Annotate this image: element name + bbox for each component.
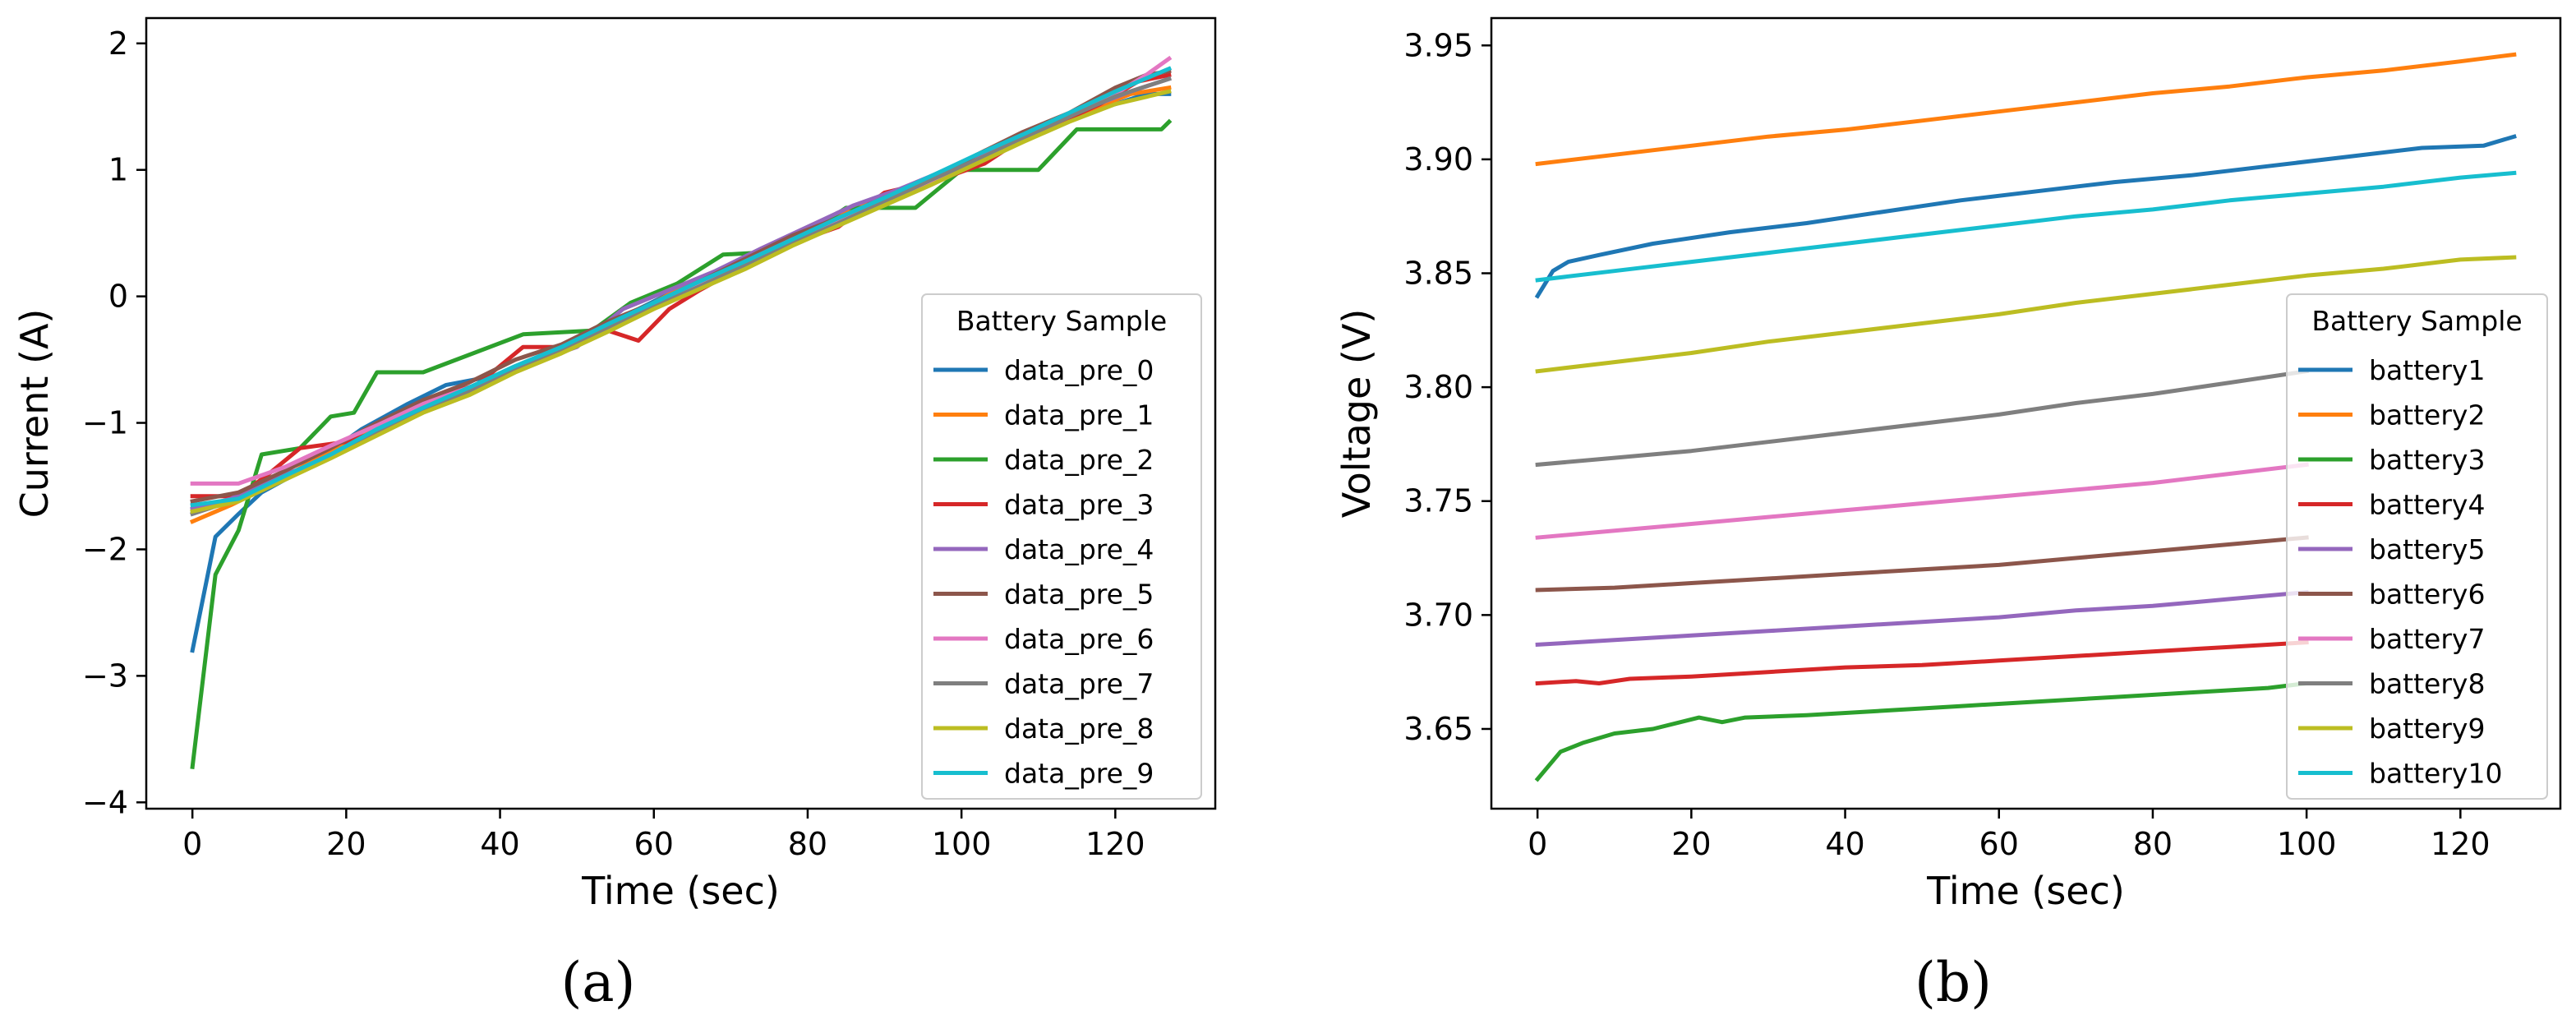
y-tick-label: −4	[82, 784, 128, 820]
y-tick-label: 3.70	[1403, 597, 1473, 633]
y-axis-label-a: Current (A)	[12, 309, 57, 519]
y-tick-label: 3.75	[1403, 483, 1473, 519]
axis-ticks-a: 0 20 40 60 80 100 120 −4 −3 −2 −1 0 1 2	[82, 25, 1145, 862]
axis-ticks-b: 0 20 40 60 80 100 120 3.65 3.70 3.75 3.80 3.85 3.90 3…	[1403, 27, 2490, 862]
series-lines-b	[1534, 52, 2517, 782]
legend-label-battery6: battery6	[2369, 579, 2485, 611]
series-lines-a	[189, 55, 1173, 769]
series-line-battery5	[1535, 589, 2309, 648]
legend-label-battery3: battery3	[2369, 444, 2485, 476]
y-tick-label: 3.65	[1403, 711, 1473, 747]
series-line-battery3	[1534, 680, 2309, 782]
series-line-data_pre_2	[190, 118, 1173, 769]
series-line-battery2	[1535, 52, 2517, 167]
legend-label-battery10: battery10	[2369, 758, 2502, 790]
x-tick-label: 100	[2277, 826, 2337, 862]
y-tick-label: 2	[108, 25, 128, 62]
x-tick-label: 100	[932, 826, 992, 862]
x-tick-label: 60	[1979, 826, 2019, 862]
legend-label-battery2: battery2	[2369, 399, 2485, 431]
series-line-data_pre_9	[190, 66, 1173, 508]
legend-label-battery1: battery1	[2369, 354, 2485, 386]
legend-label-data_pre_4: data_pre_4	[1004, 533, 1154, 565]
legend-box-a	[921, 293, 1202, 800]
x-tick-label: 0	[182, 826, 202, 862]
x-tick-label: 0	[1528, 826, 1547, 862]
y-tick-label: 3.80	[1403, 369, 1473, 405]
chart-panel-b: 0 20 40 60 80 100 120 3.65 3.70 3.75 3.80 3.85 3.90 3…	[1334, 16, 2562, 1014]
x-tick-label: 40	[1825, 826, 1864, 862]
caption-b: (b)	[1915, 951, 1992, 1014]
legend-title-b: Battery Sample	[2311, 305, 2522, 337]
legend-label-battery4: battery4	[2369, 489, 2485, 521]
x-tick-label: 20	[326, 826, 366, 862]
legend-label-data_pre_1: data_pre_1	[1004, 399, 1154, 431]
legend-title-a: Battery Sample	[956, 305, 1167, 337]
legend-label-data_pre_7: data_pre_7	[1004, 668, 1154, 700]
legend-label-battery8: battery8	[2369, 668, 2485, 700]
y-tick-label: 3.85	[1403, 256, 1473, 292]
y-tick-label: 3.95	[1403, 27, 1473, 63]
legend-a: Battery Sample data_pre_0 data_pre_1 data_…	[921, 293, 1202, 800]
legend-label-data_pre_5: data_pre_5	[1004, 579, 1154, 611]
y-tick-label: 1	[108, 152, 128, 188]
series-line-battery7	[1535, 462, 2309, 540]
y-tick-label: 0	[108, 279, 128, 315]
x-tick-label: 120	[2431, 826, 2491, 862]
series-line-battery8	[1535, 368, 2309, 468]
legend-box-b	[2286, 293, 2548, 800]
plot-frame-a	[145, 16, 1217, 810]
x-axis-label-a: Time (sec)	[581, 869, 780, 913]
legend-label-data_pre_8: data_pre_8	[1004, 713, 1154, 745]
chart-panel-a: 0 20 40 60 80 100 120 −4 −3 −2 −1 0 1 2 Time (sec) Cu…	[12, 16, 1217, 1014]
plot-frame-b	[1490, 16, 2562, 810]
x-tick-label: 40	[480, 826, 519, 862]
legend-label-data_pre_3: data_pre_3	[1004, 489, 1154, 521]
series-line-data_pre_8	[190, 89, 1172, 514]
x-tick-label: 80	[788, 826, 827, 862]
legend-b: Battery Sample battery1 battery2 battery3 b…	[2286, 293, 2548, 800]
series-line-battery1	[1534, 134, 2517, 299]
x-axis-label-b: Time (sec)	[1926, 869, 2125, 913]
x-tick-label: 60	[634, 826, 674, 862]
y-tick-label: −2	[82, 531, 128, 567]
legend-label-data_pre_0: data_pre_0	[1004, 354, 1154, 386]
legend-label-battery7: battery7	[2369, 623, 2485, 655]
legend-label-data_pre_6: data_pre_6	[1004, 623, 1154, 655]
x-tick-label: 80	[2133, 826, 2173, 862]
series-line-battery10	[1535, 170, 2517, 283]
y-axis-label-b: Voltage (V)	[1334, 309, 1379, 519]
x-tick-label: 120	[1085, 826, 1145, 862]
series-line-battery6	[1535, 535, 2309, 593]
legend-label-data_pre_2: data_pre_2	[1004, 444, 1154, 476]
y-tick-label: 3.90	[1403, 141, 1473, 178]
y-tick-label: −1	[82, 405, 128, 441]
series-line-battery9	[1535, 255, 2517, 374]
caption-a: (a)	[561, 951, 636, 1014]
series-line-battery4	[1535, 639, 2309, 686]
y-tick-label: −3	[82, 657, 128, 694]
x-tick-label: 20	[1671, 826, 1711, 862]
legend-label-battery5: battery5	[2369, 533, 2485, 565]
legend-label-battery9: battery9	[2369, 713, 2485, 745]
legend-label-data_pre_9: data_pre_9	[1004, 758, 1154, 790]
